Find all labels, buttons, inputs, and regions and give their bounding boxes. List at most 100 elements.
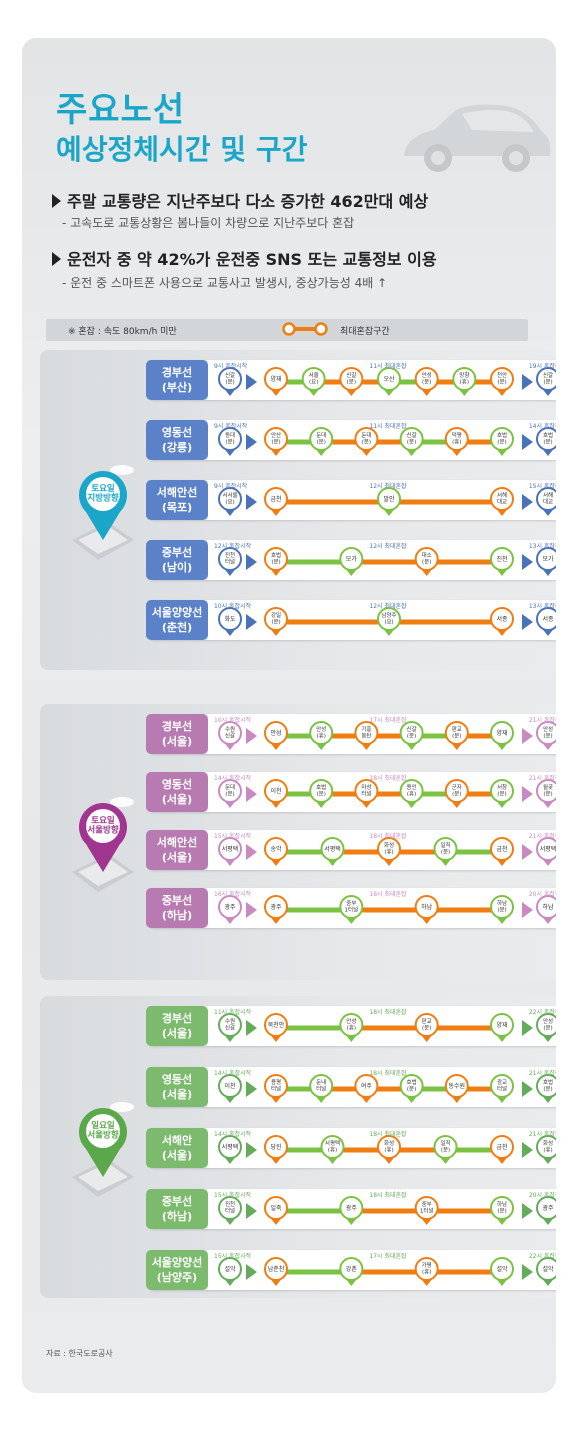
- day-direction-pin: 토요일 (지방방향): [68, 448, 138, 568]
- stop-label: 화성 (휴): [543, 1139, 553, 1154]
- legend-max: 최대혼잡구간: [340, 327, 390, 337]
- route-name: 경부선 (부산): [146, 360, 208, 400]
- direction-arrow-icon: [522, 1264, 533, 1280]
- route-row: 영동선 (서울) 14시 혼잡시작 18시 최대혼잡 21시 혼잡해소 둔대 (분) 이천 호법…: [146, 772, 556, 812]
- congestion-peak-time: 12시 최대혼잡: [369, 602, 407, 610]
- stop-marker: [377, 607, 401, 631]
- route-row: 중부선 (하남) 16시 혼잡시작 18시 최대혼잡 20시 혼잡해소 광주 광주 중부 1터널…: [146, 888, 556, 928]
- stop-label: 광주: [346, 1205, 358, 1212]
- stop-label: 서해 대교: [497, 491, 507, 506]
- stop-label: 월곶 (분): [543, 783, 553, 798]
- stop-marker: [536, 837, 556, 861]
- route-name-line: 서울양양선: [151, 606, 203, 619]
- stop-marker: [264, 427, 288, 451]
- stop-marker: [536, 779, 556, 803]
- stop-label: 신갈 (분): [407, 431, 417, 446]
- stop-marker: [414, 1257, 439, 1281]
- stop-label: 일죽: [270, 1204, 282, 1212]
- stop-marker: [490, 487, 514, 511]
- direction-arrow-icon: [246, 844, 257, 860]
- stop-marker: [399, 427, 424, 451]
- stop-marker: [264, 1013, 288, 1037]
- congestion-peak-time: 18시 최대혼잡: [369, 1191, 407, 1199]
- stop-marker: [301, 367, 326, 391]
- stop-label: 호법 (분): [316, 783, 326, 798]
- stop-marker: [490, 607, 514, 631]
- stop-label: 대소 (분): [422, 551, 432, 566]
- stop-marker: [399, 1074, 424, 1098]
- stop-marker: [218, 779, 242, 803]
- direction-arrow-icon: [246, 1020, 257, 1036]
- stop-label: 둔대 (분): [316, 431, 326, 446]
- congestion-start-time: 14시 혼잡시작: [214, 1130, 252, 1138]
- congestion-peak-time: 18시 최대혼잡: [369, 890, 407, 898]
- direction-arrow-icon: [522, 786, 533, 802]
- stop-label: 천안 (분): [497, 371, 507, 386]
- stop-label: 서울 (요): [309, 371, 319, 386]
- stop-label: 호법 (분): [271, 551, 281, 566]
- stop-marker: [264, 779, 288, 803]
- stop-marker: [536, 721, 556, 745]
- stop-label: 수원 신갈: [225, 725, 235, 740]
- stop-label: 안성 (휴): [346, 1017, 356, 1032]
- stop-marker: [218, 1013, 242, 1037]
- congestion-start-time: 9시 혼잡시작: [214, 422, 248, 430]
- stop-label: 둔대 (분): [361, 431, 371, 446]
- stop-marker: [264, 1074, 288, 1098]
- stop-marker: [309, 1074, 334, 1098]
- sub-traffic: - 고속도로 교통상황은 봄나들이 차량으로 지난주보다 혼잡: [62, 216, 355, 230]
- stop-marker: [339, 1257, 364, 1281]
- stop-label: 하남 (분): [497, 1200, 507, 1215]
- congestion-peak-time: 18시 최대혼잡: [369, 1130, 407, 1138]
- stop-marker: [444, 1074, 469, 1098]
- stop-marker: [320, 1135, 345, 1159]
- stop-marker: [264, 1135, 288, 1159]
- stop-label: 서평택: [222, 845, 239, 853]
- stop-label: 안성: [270, 729, 281, 737]
- stop-marker: [536, 427, 556, 451]
- stop-label: 하남 (분): [497, 899, 507, 914]
- stop-label: 모가: [346, 555, 358, 563]
- stop-marker: [264, 1196, 288, 1220]
- schedule-group: 토요일 (지방방향) 경부선 (부산) 9시 혼잡시작 11시 최대혼잡 19시 혼잡해소 신…: [40, 350, 556, 670]
- stop-marker: [264, 487, 288, 511]
- direction-arrow-icon: [246, 494, 257, 510]
- congestion-peak-time: 18시 최대혼잡: [369, 832, 407, 840]
- route-name-line: (서울): [161, 851, 193, 864]
- stop-label: 일직 (분): [440, 1139, 450, 1154]
- stop-label: 호법 (분): [497, 431, 507, 446]
- stop-label: 서종: [496, 615, 508, 623]
- congestion-peak-time: 11시 최대혼잡: [369, 362, 407, 370]
- congestion-start-time: 9시 혼잡시작: [214, 482, 248, 490]
- stop-label: 마성 터널: [361, 783, 371, 798]
- stop-marker: [218, 895, 242, 919]
- schedule-group: 일요일 (서울방향) 경부선 (서울) 11시 혼잡시작 18시 최대혼잡 22시 혼잡해소…: [40, 996, 556, 1298]
- schedule-group: 토요일 (서울방향) 경부선 (서울) 10시 혼잡시작 17시 최대혼잡 21시 혼잡해소…: [40, 704, 556, 980]
- stop-marker: [218, 547, 242, 571]
- stop-label: 양재: [270, 375, 281, 383]
- stop-label: 중부 1터널: [345, 900, 359, 914]
- stop-label: 서종: [542, 615, 554, 623]
- stop-marker: [377, 1135, 401, 1159]
- congestion-end-time: 21시 혼잡해소: [529, 832, 556, 840]
- congestion-end-time: 20시 혼잡해소: [529, 890, 556, 898]
- triangle-bullet-icon: [52, 252, 61, 266]
- stop-marker: [218, 607, 242, 631]
- route-row: 중부선 (하남) 15시 혼잡시작 18시 최대혼잡 20시 혼잡해소 진천 터널 일죽 광주 중…: [146, 1189, 556, 1229]
- route-name: 서울양양선 (춘천): [146, 600, 208, 640]
- stop-label: 오산: [383, 375, 395, 383]
- stop-marker: [309, 427, 334, 451]
- congestion-end-time: 22시 혼잡해소: [529, 1252, 556, 1260]
- stop-marker: [354, 1074, 379, 1098]
- stop-marker: [433, 1135, 458, 1159]
- stop-label: 설악: [542, 1265, 554, 1273]
- stop-marker: [490, 721, 514, 745]
- sub-sns: - 운전 중 스마트폰 사용으로 교통사고 발생시, 중상가능성 4배 ↑: [62, 276, 388, 290]
- stop-label: 광교 터널: [497, 1079, 507, 1093]
- direction-arrow-icon: [522, 494, 533, 510]
- route-name: 영동선 (서울): [146, 772, 208, 812]
- direction-arrow-icon: [246, 614, 257, 630]
- route-name-line: (서울): [161, 735, 193, 748]
- stop-label: 화도: [224, 616, 236, 623]
- stop-label: 망향 (휴): [459, 371, 469, 386]
